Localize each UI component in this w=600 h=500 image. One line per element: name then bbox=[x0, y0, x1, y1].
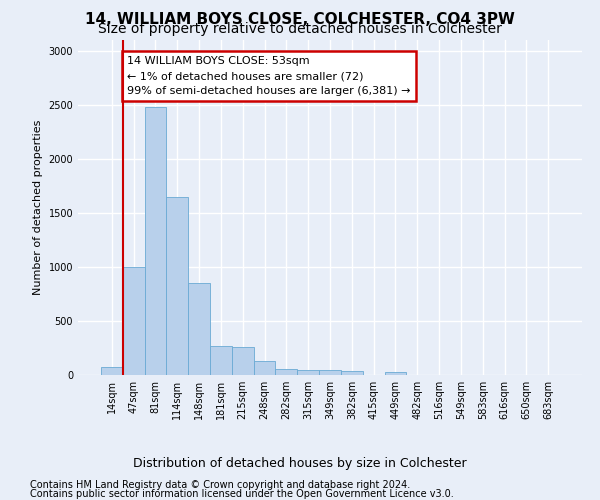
Bar bbox=[341, 371, 363, 375]
Bar bbox=[210, 346, 232, 375]
Y-axis label: Number of detached properties: Number of detached properties bbox=[33, 120, 43, 295]
Bar bbox=[254, 361, 275, 375]
Bar bbox=[385, 372, 406, 375]
Text: Contains HM Land Registry data © Crown copyright and database right 2024.: Contains HM Land Registry data © Crown c… bbox=[30, 480, 410, 490]
Text: Distribution of detached houses by size in Colchester: Distribution of detached houses by size … bbox=[133, 458, 467, 470]
Bar bbox=[275, 368, 297, 375]
Bar bbox=[123, 267, 145, 375]
Text: 14 WILLIAM BOYS CLOSE: 53sqm
← 1% of detached houses are smaller (72)
99% of sem: 14 WILLIAM BOYS CLOSE: 53sqm ← 1% of det… bbox=[127, 56, 410, 96]
Bar bbox=[188, 283, 210, 375]
Bar bbox=[101, 367, 123, 375]
Bar bbox=[297, 370, 319, 375]
Bar bbox=[145, 107, 166, 375]
Bar bbox=[319, 370, 341, 375]
Text: Size of property relative to detached houses in Colchester: Size of property relative to detached ho… bbox=[98, 22, 502, 36]
Text: Contains public sector information licensed under the Open Government Licence v3: Contains public sector information licen… bbox=[30, 489, 454, 499]
Bar bbox=[232, 347, 254, 375]
Bar bbox=[166, 196, 188, 375]
Text: 14, WILLIAM BOYS CLOSE, COLCHESTER, CO4 3PW: 14, WILLIAM BOYS CLOSE, COLCHESTER, CO4 … bbox=[85, 12, 515, 28]
